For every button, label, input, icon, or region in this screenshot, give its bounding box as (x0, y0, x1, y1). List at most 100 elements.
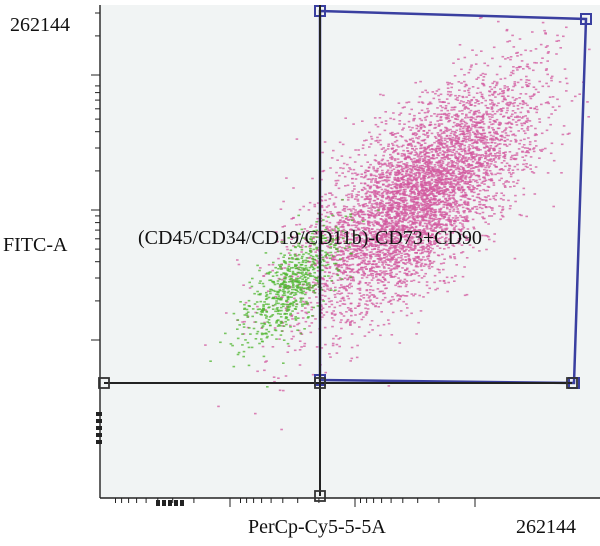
data-point (358, 216, 362, 218)
data-point (417, 194, 421, 196)
data-point (458, 44, 462, 46)
data-point (448, 82, 451, 84)
data-point (442, 206, 445, 208)
data-point (439, 207, 443, 210)
data-point (329, 167, 332, 169)
data-point (450, 106, 454, 109)
data-point (429, 201, 432, 203)
data-point (462, 216, 466, 218)
data-point (392, 193, 395, 195)
data-point (460, 252, 463, 254)
data-point (334, 196, 338, 199)
data-point (357, 256, 360, 258)
data-point (332, 203, 336, 206)
data-point (429, 212, 433, 215)
data-point (490, 178, 493, 180)
data-point (478, 162, 482, 164)
data-point (445, 168, 448, 171)
data-point (447, 112, 451, 115)
data-point (468, 186, 471, 188)
data-point (480, 165, 484, 168)
data-point (264, 309, 267, 311)
data-point (398, 193, 402, 196)
data-point (451, 138, 454, 141)
data-point (375, 203, 379, 205)
data-point (355, 239, 359, 241)
data-point (453, 166, 456, 169)
data-point (338, 174, 341, 177)
data-point (417, 238, 420, 241)
data-point (455, 202, 459, 204)
data-point (394, 232, 398, 234)
data-point (422, 211, 425, 213)
data-point (482, 139, 485, 142)
data-point (486, 163, 490, 165)
data-point (487, 155, 490, 158)
data-point (336, 266, 339, 269)
data-point (436, 147, 439, 150)
data-point (344, 288, 348, 291)
data-point (395, 185, 399, 187)
data-point (467, 181, 470, 183)
data-point (424, 89, 427, 92)
data-point (424, 183, 427, 185)
data-point (442, 168, 446, 170)
data-point (384, 163, 387, 166)
data-point (522, 163, 525, 166)
data-point (357, 228, 360, 230)
data-point (358, 326, 361, 328)
data-point (438, 171, 442, 173)
data-point (440, 214, 444, 217)
data-point (420, 186, 423, 188)
data-point (422, 245, 425, 248)
data-point (514, 116, 517, 118)
data-point (378, 224, 381, 226)
data-point (466, 238, 470, 240)
data-point (369, 143, 373, 145)
data-point (467, 164, 470, 166)
data-point (465, 215, 469, 217)
data-point (398, 164, 402, 167)
data-point (391, 181, 394, 183)
data-point (492, 182, 496, 184)
data-point (416, 214, 420, 217)
data-point (325, 284, 329, 287)
data-point (242, 333, 246, 335)
data-point (356, 264, 360, 267)
data-point (433, 211, 437, 214)
data-point (415, 148, 418, 150)
data-point (404, 208, 407, 210)
data-point (374, 255, 378, 257)
data-point (493, 131, 496, 133)
data-point (459, 148, 463, 150)
data-point (468, 209, 472, 211)
data-point (447, 246, 450, 249)
data-point (446, 155, 449, 157)
data-point (398, 228, 401, 231)
data-point (382, 221, 385, 223)
data-point (370, 294, 374, 296)
data-point (411, 226, 414, 229)
data-point (463, 169, 466, 172)
data-point (347, 208, 350, 211)
data-point (521, 146, 524, 148)
data-point (354, 307, 357, 309)
data-point (307, 209, 311, 211)
data-point (410, 206, 413, 208)
data-point (425, 182, 429, 185)
data-point (363, 255, 367, 257)
data-point (504, 127, 508, 129)
data-point (341, 209, 345, 211)
data-point (430, 190, 433, 193)
data-point (389, 157, 392, 159)
data-point (416, 265, 419, 268)
data-point (298, 349, 302, 351)
data-point (461, 196, 465, 198)
data-point (393, 263, 396, 266)
data-point (439, 116, 443, 119)
data-point (420, 181, 423, 183)
data-point (274, 295, 277, 298)
data-point (461, 118, 464, 121)
data-point (459, 120, 463, 123)
data-point (419, 123, 423, 126)
